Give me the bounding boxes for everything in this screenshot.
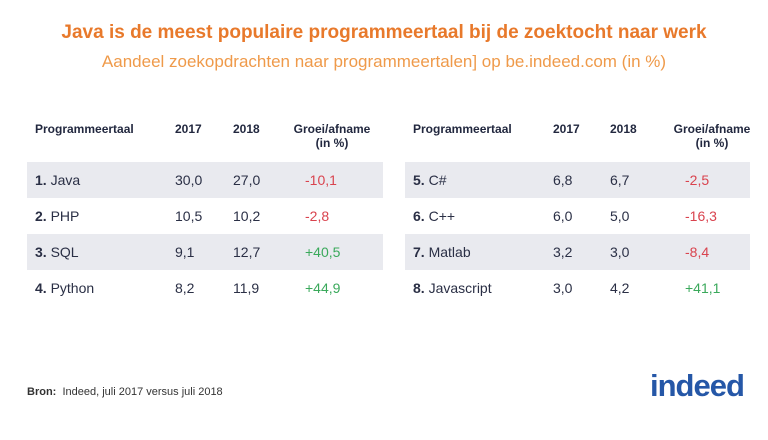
value-2018: 6,7 bbox=[610, 172, 630, 188]
growth-value: -10,1 bbox=[305, 172, 337, 188]
value-2017: 30,0 bbox=[175, 172, 203, 188]
page-subtitle: Aandeel zoekopdrachten naar programmeert… bbox=[101, 52, 667, 71]
rank: 5. bbox=[413, 172, 425, 188]
rank: 3. bbox=[35, 244, 47, 260]
value-2017: 8,2 bbox=[175, 280, 195, 296]
name: Matlab bbox=[428, 244, 471, 260]
name: Javascript bbox=[428, 280, 492, 296]
growth-value: +41,1 bbox=[685, 280, 721, 296]
name: Java bbox=[50, 172, 81, 188]
name: SQL bbox=[50, 244, 79, 260]
header-lang: Programmeertaal bbox=[413, 122, 512, 136]
table-row: 5. C# 6,8 6,7 -2,5 bbox=[405, 162, 750, 198]
header-2018: 2018 bbox=[610, 122, 637, 136]
name: C# bbox=[428, 172, 447, 188]
value-2018: 10,2 bbox=[233, 208, 261, 224]
source-note: Bron: Indeed, juli 2017 versus juli 2018 bbox=[27, 386, 223, 398]
language-name: 6. C++ bbox=[413, 208, 455, 224]
growth-value: -2,8 bbox=[305, 208, 330, 224]
rank: 6. bbox=[413, 208, 425, 224]
rank: 7. bbox=[413, 244, 425, 260]
value-2017: 10,5 bbox=[175, 208, 203, 224]
growth-value: -8,4 bbox=[685, 244, 710, 260]
rank: 2. bbox=[35, 208, 47, 224]
header-growth: Groei/afname (in %) bbox=[287, 122, 377, 150]
language-name: 5. C# bbox=[413, 172, 446, 188]
growth-value: +40,5 bbox=[305, 244, 341, 260]
language-name: 8. Javascript bbox=[413, 280, 492, 296]
value-2017: 6,8 bbox=[553, 172, 573, 188]
rank: 1. bbox=[35, 172, 47, 188]
table-row: 1. Java 30,0 27,0 -10,1 bbox=[27, 162, 383, 198]
header-lang: Programmeertaal bbox=[35, 122, 134, 136]
name: Python bbox=[50, 280, 95, 296]
header-growth: Groei/afname (in %) bbox=[667, 122, 757, 150]
table-right: Programmeertaal 2017 2018 Groei/afname (i… bbox=[405, 122, 750, 306]
growth-value: +44,9 bbox=[305, 280, 341, 296]
rank: 4. bbox=[35, 280, 47, 296]
source-label: Bron: bbox=[27, 386, 57, 398]
table-row: 8. Javascript 3,0 4,2 +41,1 bbox=[405, 270, 750, 306]
growth-value: -2,5 bbox=[685, 172, 710, 188]
table-row: 7. Matlab 3,2 3,0 -8,4 bbox=[405, 234, 750, 270]
value-2017: 9,1 bbox=[175, 244, 195, 260]
language-name: 3. SQL bbox=[35, 244, 79, 260]
value-2018: 11,9 bbox=[233, 280, 260, 296]
source-text: Indeed, juli 2017 versus juli 2018 bbox=[62, 386, 223, 398]
language-name: 2. PHP bbox=[35, 208, 79, 224]
table-row: 2. PHP 10,5 10,2 -2,8 bbox=[27, 198, 383, 234]
value-2018: 5,0 bbox=[610, 208, 630, 224]
table-left: Programmeertaal 2017 2018 Groei/afname (i… bbox=[27, 122, 383, 306]
table-row: 3. SQL 9,1 12,7 +40,5 bbox=[27, 234, 383, 270]
header-growth-unit: (in %) bbox=[695, 136, 729, 150]
value-2018: 4,2 bbox=[610, 280, 630, 296]
header-2017: 2017 bbox=[553, 122, 580, 136]
table-row: 6. C++ 6,0 5,0 -16,3 bbox=[405, 198, 750, 234]
table-header: Programmeertaal 2017 2018 Groei/afname (i… bbox=[27, 122, 383, 162]
language-name: 1. Java bbox=[35, 172, 80, 188]
header-2017: 2017 bbox=[175, 122, 202, 136]
value-2018: 12,7 bbox=[233, 244, 261, 260]
indeed-logo: indeed bbox=[650, 368, 745, 403]
rank: 8. bbox=[413, 280, 425, 296]
language-name: 7. Matlab bbox=[413, 244, 471, 260]
language-name: 4. Python bbox=[35, 280, 94, 296]
table-header: Programmeertaal 2017 2018 Groei/afname (i… bbox=[405, 122, 750, 162]
table-row: 4. Python 8,2 11,9 +44,9 bbox=[27, 270, 383, 306]
value-2018: 27,0 bbox=[233, 172, 261, 188]
value-2018: 3,0 bbox=[610, 244, 630, 260]
growth-value: -16,3 bbox=[685, 208, 717, 224]
name: PHP bbox=[50, 208, 80, 224]
header-growth-label: Groei/afname bbox=[673, 122, 751, 136]
header-growth-unit: (in %) bbox=[315, 136, 349, 150]
header-2018: 2018 bbox=[233, 122, 260, 136]
value-2017: 6,0 bbox=[553, 208, 573, 224]
name: C++ bbox=[428, 208, 456, 224]
header-growth-label: Groei/afname bbox=[293, 122, 371, 136]
value-2017: 3,2 bbox=[553, 244, 573, 260]
page-title: Java is de meest populaire programmeerta… bbox=[61, 22, 707, 43]
value-2017: 3,0 bbox=[553, 280, 573, 296]
